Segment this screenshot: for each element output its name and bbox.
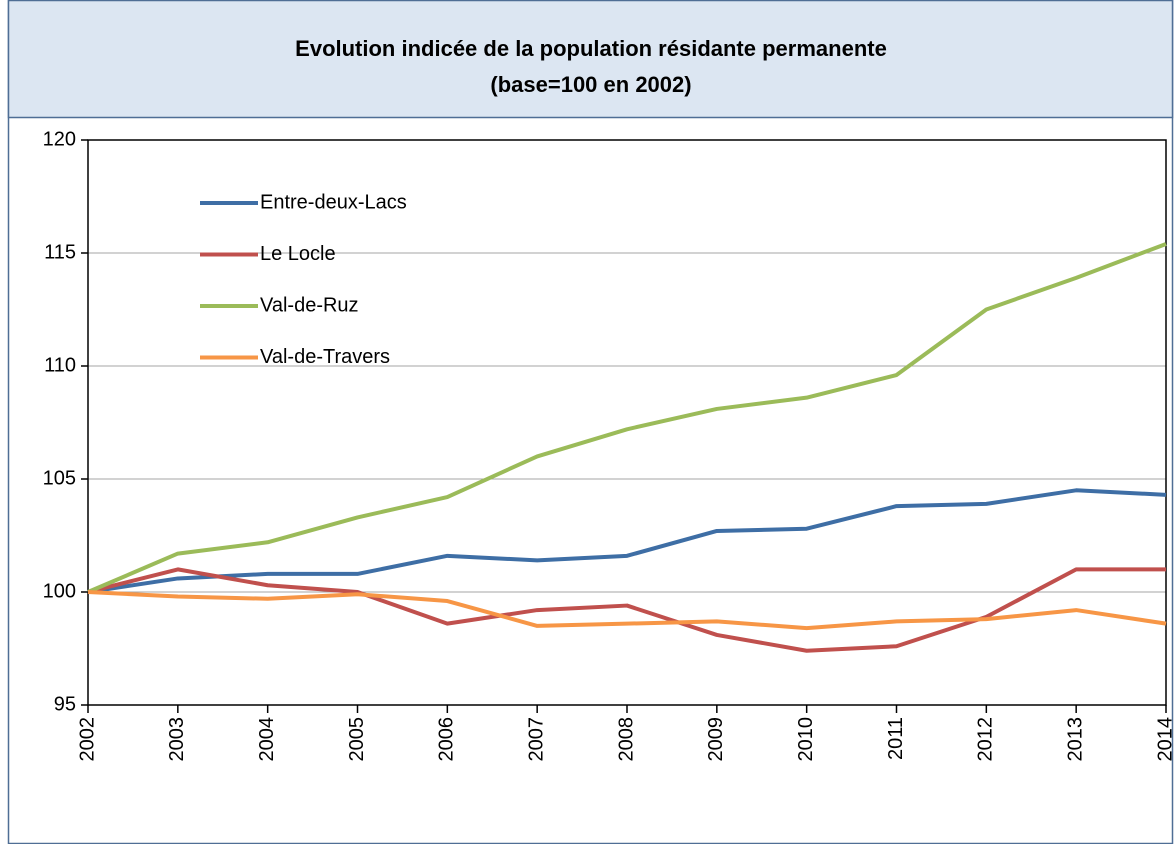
legend-label: Entre-deux-Lacs (260, 191, 407, 213)
series-line (87, 567, 1166, 653)
x-tick-label: 2003 (166, 717, 188, 762)
legend-label: Val-de-Ruz (260, 294, 359, 316)
y-tick-label: 105 (43, 467, 76, 489)
x-tick-label: 2011 (885, 717, 907, 760)
y-tick-label: 110 (44, 354, 76, 376)
y-tick-label: 115 (44, 241, 76, 263)
y-tick-label: 120 (43, 128, 76, 150)
chart-subtitle: (base=100 en 2002) (490, 72, 691, 97)
y-tick-label: 100 (43, 580, 76, 602)
x-tick-label: 2004 (256, 717, 278, 762)
x-tick-label: 2012 (975, 717, 997, 762)
frame (7, 0, 1174, 844)
x-tick-label: 2010 (795, 717, 817, 762)
legend-label: Le Locle (260, 243, 336, 265)
series-line (87, 488, 1167, 594)
chart-title: Evolution indicée de la population résid… (295, 36, 887, 61)
x-tick-label: 2014 (1154, 717, 1174, 762)
series-line (87, 590, 1167, 631)
x-tick-label: 2002 (76, 717, 98, 762)
x-tick-label: 2006 (436, 717, 458, 762)
y-tick-label: 95 (54, 693, 76, 715)
x-tick-label: 2008 (615, 717, 637, 762)
x-tick-label: 2005 (346, 717, 368, 762)
x-tick-label: 2013 (1064, 717, 1086, 762)
x-tick-label: 2007 (525, 717, 547, 762)
legend-label: Val-de-Travers (260, 346, 390, 368)
x-tick-label: 2009 (705, 717, 727, 762)
series-line (87, 242, 1167, 594)
header (7, 0, 1174, 119)
